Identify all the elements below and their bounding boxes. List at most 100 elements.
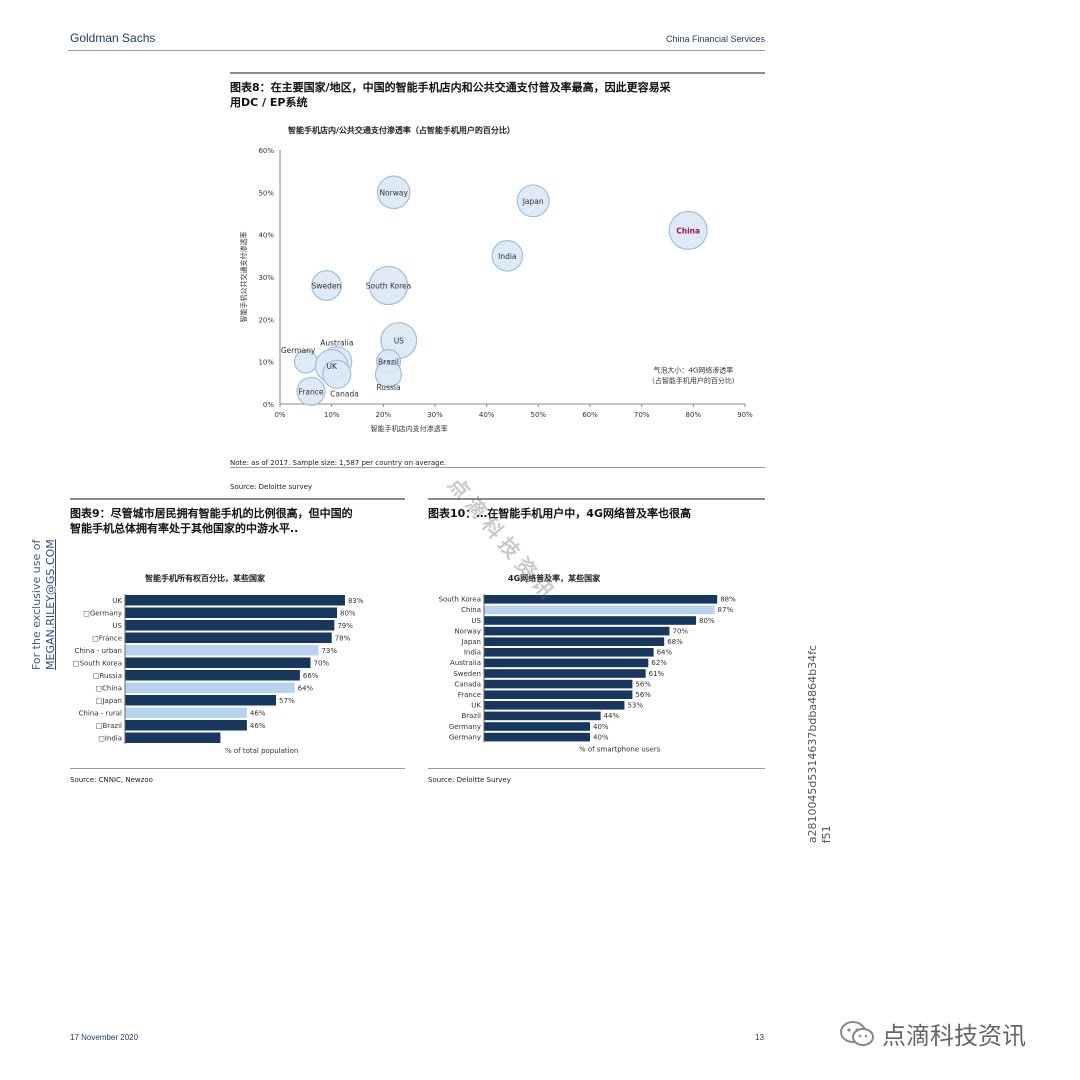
value-label: 40% — [593, 733, 609, 741]
category-label: France — [458, 691, 481, 699]
bar — [125, 707, 247, 718]
legend-line2: （占智能手机用户的百分比） — [648, 376, 739, 385]
exhibit8-bottom-rule — [230, 467, 765, 468]
bar — [125, 695, 277, 706]
bubble-label: Canada — [330, 389, 359, 398]
category-label: □Russia — [93, 672, 122, 680]
category-label: □South Korea — [73, 660, 122, 668]
bubble-chart: 0% 10% 20% 30% 40% 50% 60% 0% 10% 20% 30% 40% 50% 60%… — [239, 147, 753, 433]
category-label: Germany — [449, 733, 481, 741]
category-label: □Japan — [96, 697, 122, 705]
exhibit10-top-rule — [428, 498, 765, 500]
category-label: India — [464, 649, 481, 657]
exhibit8-chart-title: 智能手机店内/公共交通支付渗透率（占智能手机用户的百分比） — [288, 126, 515, 135]
exhibit9-chart-title: 智能手机所有权百分比，某些国家 — [145, 574, 265, 583]
exhibit9-source: Source: CNNIC, Newzoo — [70, 776, 153, 784]
category-label: Germany — [449, 723, 481, 731]
bubble-label: India — [498, 252, 516, 261]
bar — [484, 711, 601, 721]
exhibit10-title: 图表10：…在智能手机用户中，4G网络普及率也很高 — [428, 507, 691, 520]
brand-name: Goldman Sachs — [70, 31, 156, 45]
bar — [125, 732, 221, 743]
header-rule — [68, 50, 765, 51]
y-tick-label: 60% — [258, 147, 274, 155]
x-tick-label: 20% — [376, 411, 392, 419]
value-label: 57% — [279, 697, 295, 705]
category-label: Norway — [454, 627, 481, 635]
value-label: 46% — [250, 710, 266, 718]
exhibit10-chart-title: 4G网络普及率，某些国家 — [508, 574, 601, 583]
category-label: South Korea — [439, 596, 481, 604]
bubble-south-korea — [368, 265, 409, 306]
bubble-label: UK — [326, 362, 337, 371]
value-label: 80% — [699, 617, 715, 625]
category-label: UK — [471, 702, 481, 710]
x-tick-label: 50% — [531, 411, 547, 419]
bubble-label: Japan — [522, 197, 544, 206]
bubble-label: Brazil — [378, 358, 399, 367]
category-label: □China — [95, 685, 122, 693]
exhibit10-source: Source: Deloitte Survey — [428, 776, 511, 784]
bubble-canada — [322, 359, 352, 389]
exhibit8-title-line1: 图表8：在主要国家/地区，中国的智能手机店内和公共交通支付普及率最高，因此更容易… — [230, 81, 671, 94]
exhibit8-title: 图表8：在主要国家/地区，中国的智能手机店内和公共交通支付普及率最高，因此更容易… — [230, 80, 770, 110]
value-label: 46% — [250, 722, 266, 730]
category-label: UK — [112, 597, 122, 605]
bar — [484, 648, 654, 657]
document-id: a2810045d5314637bdba4864b34fc f51 — [806, 645, 834, 843]
exhibit9-title: 图表9：尽管城市居民拥有智能手机的比例很高，但中国的 智能手机总体拥有率处于其他… — [70, 506, 410, 536]
value-label: 62% — [651, 659, 667, 667]
value-label: 40% — [593, 723, 609, 731]
bar — [125, 607, 337, 618]
x-tick-label: 60% — [582, 411, 598, 419]
category-label: □Germany — [83, 610, 122, 618]
category-label: China - urban — [75, 647, 122, 655]
bar — [125, 620, 335, 631]
x-axis-title: % of total population — [225, 747, 298, 755]
bar — [125, 682, 295, 693]
bar — [484, 679, 633, 689]
value-label: 70% — [673, 627, 689, 635]
exclusive-use-label: For the exclusive use of — [30, 539, 43, 670]
category-label: China — [461, 606, 481, 614]
value-label: 56% — [635, 691, 651, 699]
category-label: US — [471, 617, 481, 625]
y-tick-label: 0% — [263, 401, 274, 409]
footer-date: 17 November 2020 — [70, 1033, 139, 1042]
bar — [125, 595, 345, 606]
bubble-label: France — [299, 387, 324, 396]
value-label: 53% — [627, 702, 643, 710]
x-tick-label: 90% — [737, 411, 753, 419]
category-label: US — [112, 622, 122, 630]
x-axis-title: 智能手机店内支付渗透率 — [371, 424, 448, 433]
x-tick-label: 80% — [686, 411, 702, 419]
wechat-account-name: 点滴科技资讯 — [882, 1022, 1026, 1050]
bubble-russia — [374, 360, 403, 388]
bubble-france — [296, 376, 326, 406]
x-tick-label: 40% — [479, 411, 495, 419]
value-label: 87% — [718, 606, 734, 614]
y-tick-label: 20% — [258, 316, 274, 324]
bar — [484, 605, 715, 615]
bar — [484, 722, 590, 731]
bar — [484, 701, 625, 710]
category-label: Canada — [454, 680, 481, 688]
bar — [484, 595, 718, 604]
bubble-china — [668, 210, 708, 250]
legend-line1: 气泡大小：4G网络渗透率 — [653, 365, 733, 374]
category-label: Sweden — [453, 670, 481, 678]
footer-page-number: 13 — [755, 1033, 764, 1042]
bubble-india — [491, 239, 524, 272]
exhibit9-top-rule — [70, 498, 405, 500]
category-label: □Brazil — [96, 722, 122, 730]
value-label: 83% — [348, 597, 364, 605]
exclusive-use-email[interactable]: MEGAN.RILEY@GS.COM — [44, 539, 57, 670]
y-tick-label: 10% — [258, 359, 274, 367]
x-tick-label: 10% — [324, 411, 340, 419]
bubble-sweden — [311, 270, 342, 301]
bar — [484, 626, 670, 636]
wechat-badge: 点滴科技资讯 — [838, 1016, 1026, 1051]
value-label: 44% — [604, 712, 620, 720]
exclusive-use-sidebar: For the exclusive use of MEGAN.RILEY@GS.… — [30, 539, 58, 670]
bubble-label: South Korea — [366, 281, 411, 290]
